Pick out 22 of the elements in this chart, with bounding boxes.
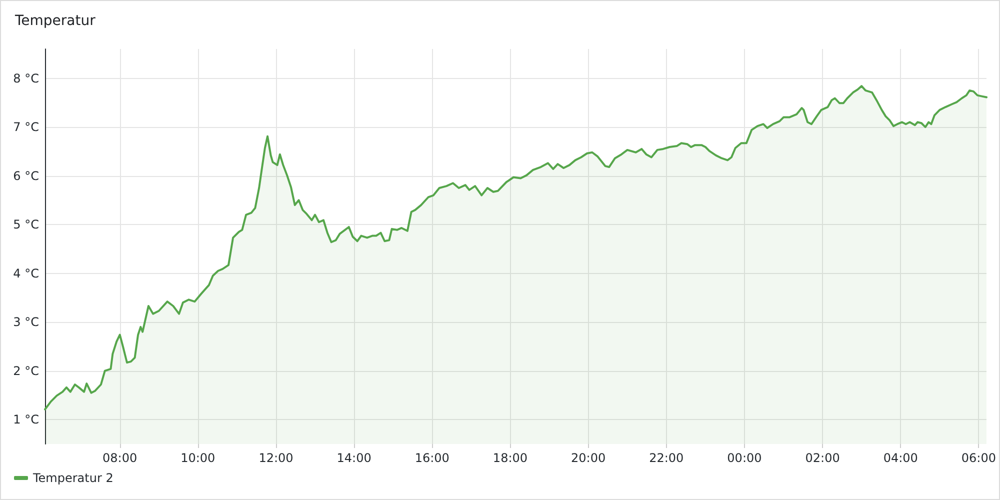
x-tick-label: 00:00 bbox=[727, 451, 762, 465]
x-tick-label: 22:00 bbox=[649, 451, 684, 465]
x-tick-label: 18:00 bbox=[492, 451, 528, 465]
y-tick-label: 3 °C bbox=[13, 315, 39, 330]
x-tick-label: 20:00 bbox=[571, 451, 606, 465]
x-tick-label: 14:00 bbox=[336, 451, 372, 465]
x-tick-label: 06:00 bbox=[961, 451, 996, 465]
y-tick-label: 6 °C bbox=[13, 168, 39, 183]
y-tick-label: 8 °C bbox=[13, 71, 39, 86]
x-tick-label: 12:00 bbox=[258, 451, 294, 465]
legend-label: Temperatur 2 bbox=[32, 471, 114, 485]
x-tick-label: 10:00 bbox=[180, 451, 216, 465]
x-tick-label: 08:00 bbox=[102, 451, 138, 465]
y-tick-label: 2 °C bbox=[13, 364, 39, 378]
y-tick-label: 4 °C bbox=[13, 266, 39, 280]
chart-title: Temperatur bbox=[14, 13, 96, 29]
y-tick-label: 7 °C bbox=[13, 120, 39, 134]
x-tick-label: 16:00 bbox=[414, 451, 450, 465]
x-tick-label: 04:00 bbox=[883, 451, 918, 465]
x-tick-label: 02:00 bbox=[805, 451, 840, 465]
y-tick-label: 5 °C bbox=[13, 218, 39, 232]
y-tick-label: 1 °C bbox=[13, 412, 39, 427]
